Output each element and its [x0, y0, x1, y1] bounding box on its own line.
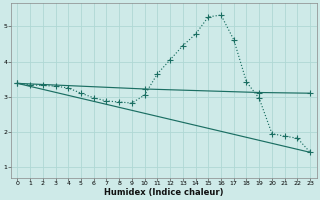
X-axis label: Humidex (Indice chaleur): Humidex (Indice chaleur)	[104, 188, 223, 197]
